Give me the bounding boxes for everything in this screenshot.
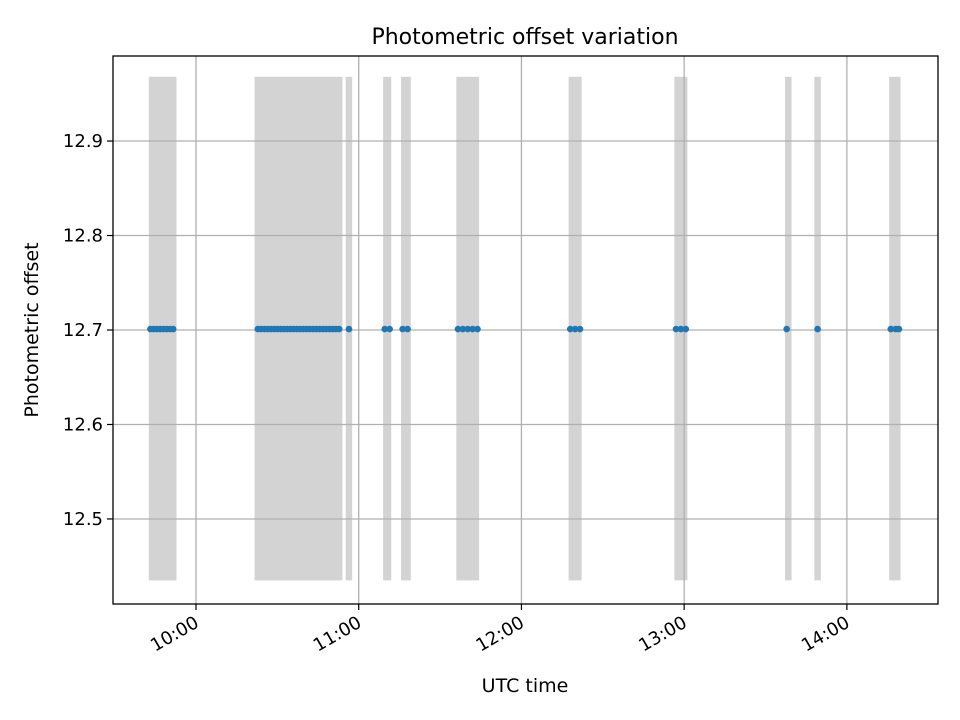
data-point: [335, 325, 343, 333]
data-point: [469, 325, 476, 333]
data-point: [783, 325, 790, 333]
data-point: [677, 325, 685, 333]
y-tick-label: 12.8: [63, 226, 103, 247]
y-tick-label: 12.9: [63, 131, 103, 152]
x-tick-label: 12:00: [473, 612, 528, 656]
data-point: [454, 325, 462, 333]
data-point: [459, 325, 467, 333]
data-point: [474, 325, 481, 333]
data-point: [399, 325, 406, 333]
data-point: [381, 325, 389, 333]
y-tick-label: 12.6: [63, 414, 103, 435]
chart-title: Photometric offset variation: [371, 25, 678, 50]
data-point: [464, 325, 472, 333]
x-axis: 10:00 11:00 12:00 13:00 14:00: [147, 604, 853, 656]
data-point: [566, 325, 574, 333]
x-axis-label: UTC time: [482, 675, 569, 697]
data-point: [887, 325, 895, 333]
x-tick-label: 14:00: [798, 612, 853, 656]
data-point: [571, 325, 579, 333]
data-point: [345, 325, 353, 333]
y-axis-label: Photometric offset: [21, 242, 43, 417]
y-tick-label: 12.5: [63, 509, 103, 530]
y-tick-label: 12.7: [63, 320, 103, 341]
data-point: [814, 325, 821, 333]
data-point: [895, 325, 903, 333]
x-tick-label: 10:00: [147, 612, 202, 656]
x-tick-label: 13:00: [635, 612, 690, 656]
grid-lines: [113, 56, 938, 604]
data-points: [147, 325, 903, 333]
data-point: [672, 325, 680, 333]
data-point: [169, 325, 177, 333]
data-point: [682, 325, 690, 333]
data-point: [404, 325, 411, 333]
x-tick-label: 11:00: [310, 612, 365, 656]
data-point: [576, 325, 584, 333]
data-point: [386, 325, 393, 333]
y-axis: 12.5 12.6 12.7 12.8 12.9: [63, 131, 113, 530]
